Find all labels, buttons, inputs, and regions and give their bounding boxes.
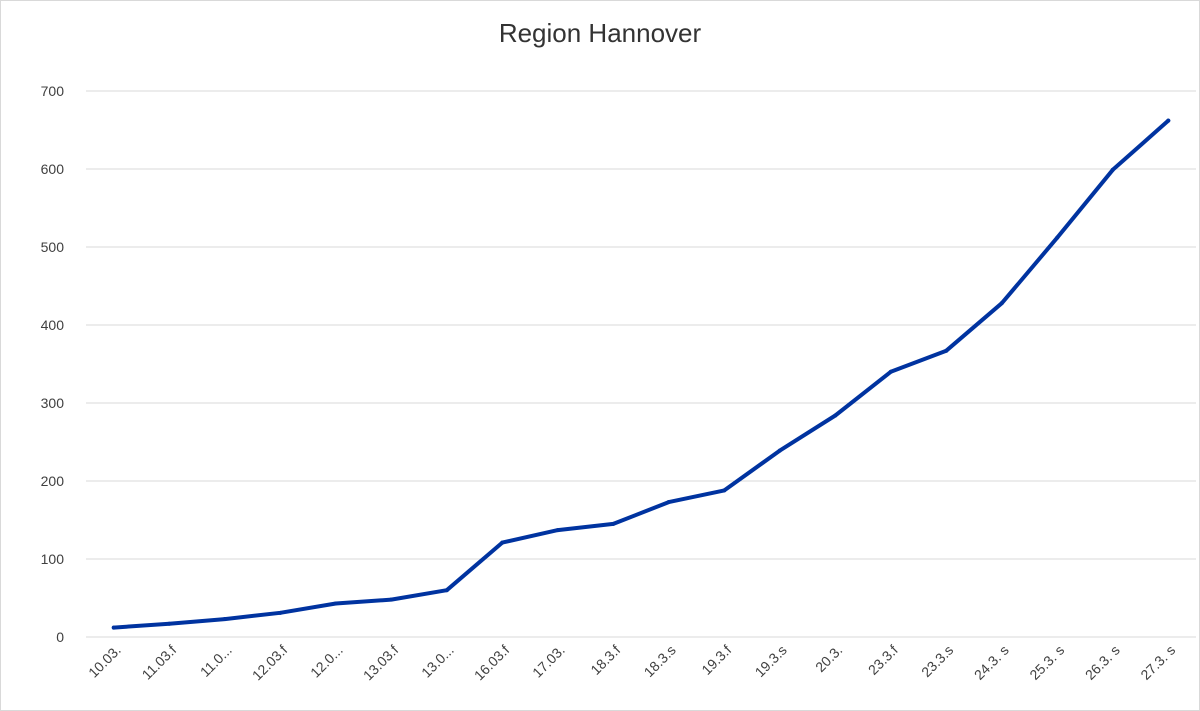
data-point: [333, 601, 338, 606]
data-point: [777, 448, 782, 453]
x-tick-label: 23.3.f: [865, 642, 901, 678]
data-point: [167, 621, 172, 626]
x-tick-label: 25.3. s: [1026, 642, 1067, 683]
y-tick-label: 400: [41, 317, 65, 333]
x-tick-label: 24.3. s: [971, 642, 1012, 683]
data-point: [444, 588, 449, 593]
x-tick-label: 23.3.s: [918, 642, 956, 680]
data-point: [1055, 235, 1060, 240]
y-tick-label: 500: [41, 239, 65, 255]
data-point: [666, 500, 671, 505]
x-tick-label: 12.03.f: [249, 642, 291, 684]
x-tick-label: 19.3.f: [698, 642, 734, 678]
data-point: [722, 488, 727, 493]
data-point: [999, 301, 1004, 306]
x-tick-label: 13.0...: [418, 642, 457, 681]
x-tick-label: 27.3. s: [1137, 642, 1178, 683]
data-point: [111, 625, 116, 630]
y-tick-label: 0: [56, 629, 64, 645]
series-layer: [111, 118, 1171, 630]
x-tick-label: 11.0...: [197, 642, 235, 680]
x-axis-ticks: 10.03. 11.03.f 11.0... 12.03.f 12.0... 13.03.…: [85, 642, 1178, 684]
gridlines: [86, 90, 1196, 638]
y-axis-ticks: 0 100 200 300 400 500 600 700: [41, 83, 65, 645]
x-tick-label: 10.03.: [85, 642, 124, 681]
x-tick-label: 18.3.s: [641, 642, 679, 680]
data-point: [1110, 167, 1115, 172]
data-point: [611, 521, 616, 526]
x-tick-label: 13.03.f: [360, 642, 402, 684]
x-tick-label: 19.3.s: [752, 642, 790, 680]
chart-title: Region Hannover: [498, 18, 702, 48]
x-tick-label: 17.03.: [529, 642, 568, 681]
data-point: [222, 617, 227, 622]
x-tick-label: 20.3.: [812, 642, 845, 675]
x-tick-label: 16.03.f: [471, 642, 513, 684]
data-point: [389, 597, 394, 602]
y-tick-label: 300: [41, 395, 65, 411]
y-tick-label: 700: [41, 83, 65, 99]
y-tick-label: 100: [41, 551, 65, 567]
data-point: [888, 369, 893, 374]
data-point: [1166, 118, 1171, 123]
x-tick-label: 12.0...: [307, 642, 346, 681]
y-tick-label: 200: [41, 473, 65, 489]
series-line: [111, 118, 1171, 630]
y-tick-label: 600: [41, 161, 65, 177]
data-point: [944, 348, 949, 353]
data-point: [555, 528, 560, 533]
data-point: [833, 413, 838, 418]
x-tick-label: 11.03.f: [139, 642, 180, 683]
data-point: [500, 540, 505, 545]
x-tick-label: 18.3.f: [587, 642, 623, 678]
data-point: [278, 610, 283, 615]
x-tick-label: 26.3. s: [1082, 642, 1123, 683]
